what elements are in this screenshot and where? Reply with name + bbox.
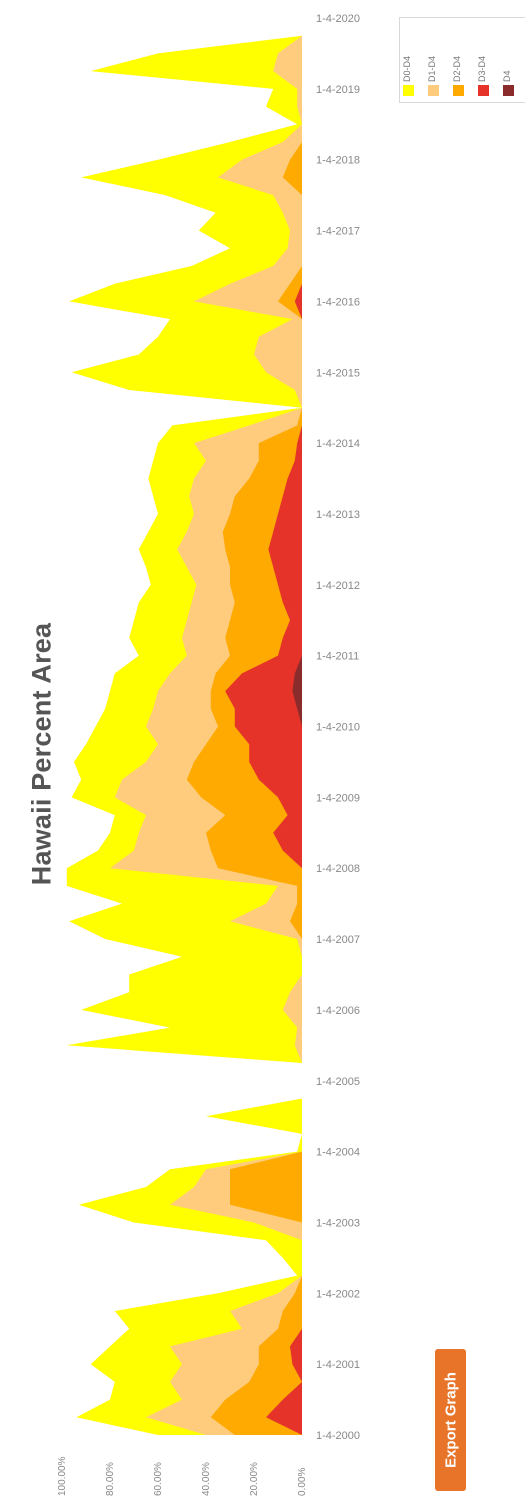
x-tick-label: 1-4-2018: [316, 155, 360, 167]
y-tick-label: 60.00%: [153, 1462, 164, 1496]
x-tick-label: 1-4-2011: [316, 651, 359, 663]
legend-label: D4: [502, 70, 512, 82]
x-tick-label: 1-4-2001: [316, 1359, 360, 1371]
x-tick-label: 1-4-2007: [316, 934, 360, 946]
area-series-d3-d4: [225, 18, 302, 1435]
x-tick-label: 1-4-2015: [316, 367, 360, 379]
x-tick-label: 1-4-2008: [316, 863, 360, 875]
x-tick-label: 1-4-2017: [316, 226, 360, 238]
x-tick-label: 1-4-2014: [316, 438, 360, 450]
legend-label: D3-D4: [477, 55, 487, 82]
area-layer: [66, 18, 302, 1435]
legend-swatch: [453, 85, 464, 96]
legend: D0-D4 D1-D4 D2-D4 D3-D4 D4: [399, 17, 525, 103]
legend-item-d3-d4[interactable]: D3-D4: [475, 24, 493, 98]
x-tick-label: 1-4-2013: [316, 509, 360, 521]
legend-item-d0-d4[interactable]: D0-D4: [400, 24, 418, 98]
legend-swatch: [503, 85, 514, 96]
legend-item-d4[interactable]: D4: [500, 24, 518, 98]
legend-label: D2-D4: [452, 55, 462, 82]
export-graph-button[interactable]: Export Graph: [435, 1349, 466, 1491]
x-tick-label: 1-4-2016: [316, 296, 360, 308]
legend-item-d2-d4[interactable]: D2-D4: [450, 24, 468, 98]
x-tick-label: 1-4-2019: [316, 84, 360, 96]
x-tick-label: 1-4-2010: [316, 722, 360, 734]
y-tick-label: 20.00%: [249, 1462, 260, 1496]
legend-label: D0-D4: [402, 55, 412, 82]
area-series-d1-d4: [110, 18, 302, 1435]
x-tick-label: 1-4-2002: [316, 1288, 360, 1300]
x-tick-label: 1-4-2003: [316, 1218, 360, 1230]
chart-title: Hawaii Percent Area: [26, 622, 57, 886]
legend-label: D1-D4: [427, 55, 437, 82]
x-tick-label: 1-4-2000: [316, 1430, 360, 1442]
y-tick-label: 100.00%: [57, 1456, 68, 1496]
y-tick-label: 40.00%: [201, 1462, 212, 1496]
x-tick-label: 1-4-2012: [316, 580, 360, 592]
x-tick-label: 1-4-2004: [316, 1147, 360, 1159]
y-tick-labels: 100.00% 80.00% 60.00% 40.00% 20.00% 0.00%: [57, 1456, 308, 1496]
legend-item-d1-d4[interactable]: D1-D4: [425, 24, 443, 98]
x-tick-label: 1-4-2005: [316, 1076, 360, 1088]
export-graph-label: Export Graph: [442, 1372, 459, 1468]
x-tick-labels: 1-4-2000 1-4-2001 1-4-2002 1-4-2003 1-4-2004…: [316, 13, 360, 1442]
x-tick-label: 1-4-2009: [316, 792, 360, 804]
legend-swatch: [428, 85, 439, 96]
y-tick-label: 80.00%: [105, 1462, 116, 1496]
x-tick-label: 1-4-2006: [316, 1005, 360, 1017]
y-tick-label: 0.00%: [297, 1468, 308, 1496]
legend-swatch: [403, 85, 414, 96]
x-tick-label: 1-4-2020: [316, 13, 360, 25]
legend-swatch: [478, 85, 489, 96]
